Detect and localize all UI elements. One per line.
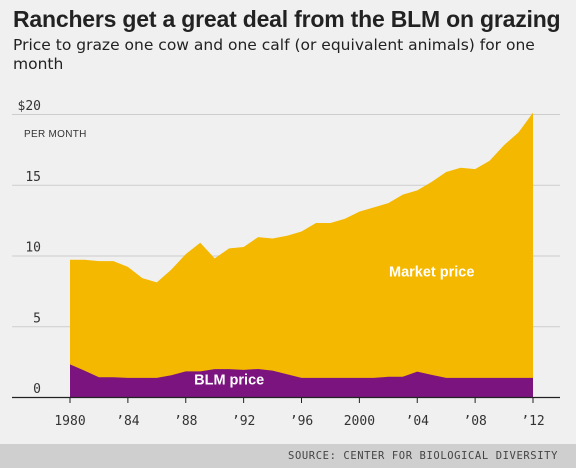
- x-tick-label-1992: ’92: [232, 414, 255, 429]
- y-tick-label-10: 10: [25, 241, 41, 256]
- y-axis-unit-label: PER MONTH: [24, 129, 87, 140]
- footer-bar: SOURCE: CENTER FOR BIOLOGICAL DIVERSITY: [0, 444, 576, 468]
- chart-subtitle: Price to graze one cow and one calf (or …: [13, 36, 535, 73]
- x-tick-label-2008: ’08: [463, 414, 486, 429]
- x-tick-label-2000: 2000: [344, 414, 375, 429]
- series-market-price-area: [70, 112, 533, 398]
- x-tick-label-1996: ’96: [290, 414, 313, 429]
- annotations: Market price BLM price: [194, 265, 474, 389]
- label-blm-price: BLM price: [194, 372, 264, 388]
- label-market-price: Market price: [389, 265, 474, 281]
- x-tick-label-1988: ’88: [174, 414, 197, 429]
- x-tick-label-2012: ’12: [521, 414, 544, 429]
- x-tick-label-1980: 1980: [54, 414, 85, 429]
- x-tick-label-1984: ’84: [116, 414, 140, 429]
- y-tick-label-0: 0: [33, 382, 41, 397]
- y-tick-label-20: $20: [18, 99, 41, 114]
- chart-title: Ranchers get a great deal from the BLM o…: [13, 6, 561, 32]
- y-tick-label-5: 5: [33, 311, 41, 326]
- y-tick-label-15: 15: [25, 170, 41, 185]
- source-credit: SOURCE: CENTER FOR BIOLOGICAL DIVERSITY: [288, 450, 558, 462]
- x-tick-label-2004: ’04: [406, 414, 430, 429]
- areas: [70, 112, 533, 398]
- axes: 0 5 10 15 $20 PER MONTH 1980 ’84 ’88 ’92 ’96 2000 ’0…: [12, 99, 560, 429]
- series-blm-price-area: [70, 364, 533, 397]
